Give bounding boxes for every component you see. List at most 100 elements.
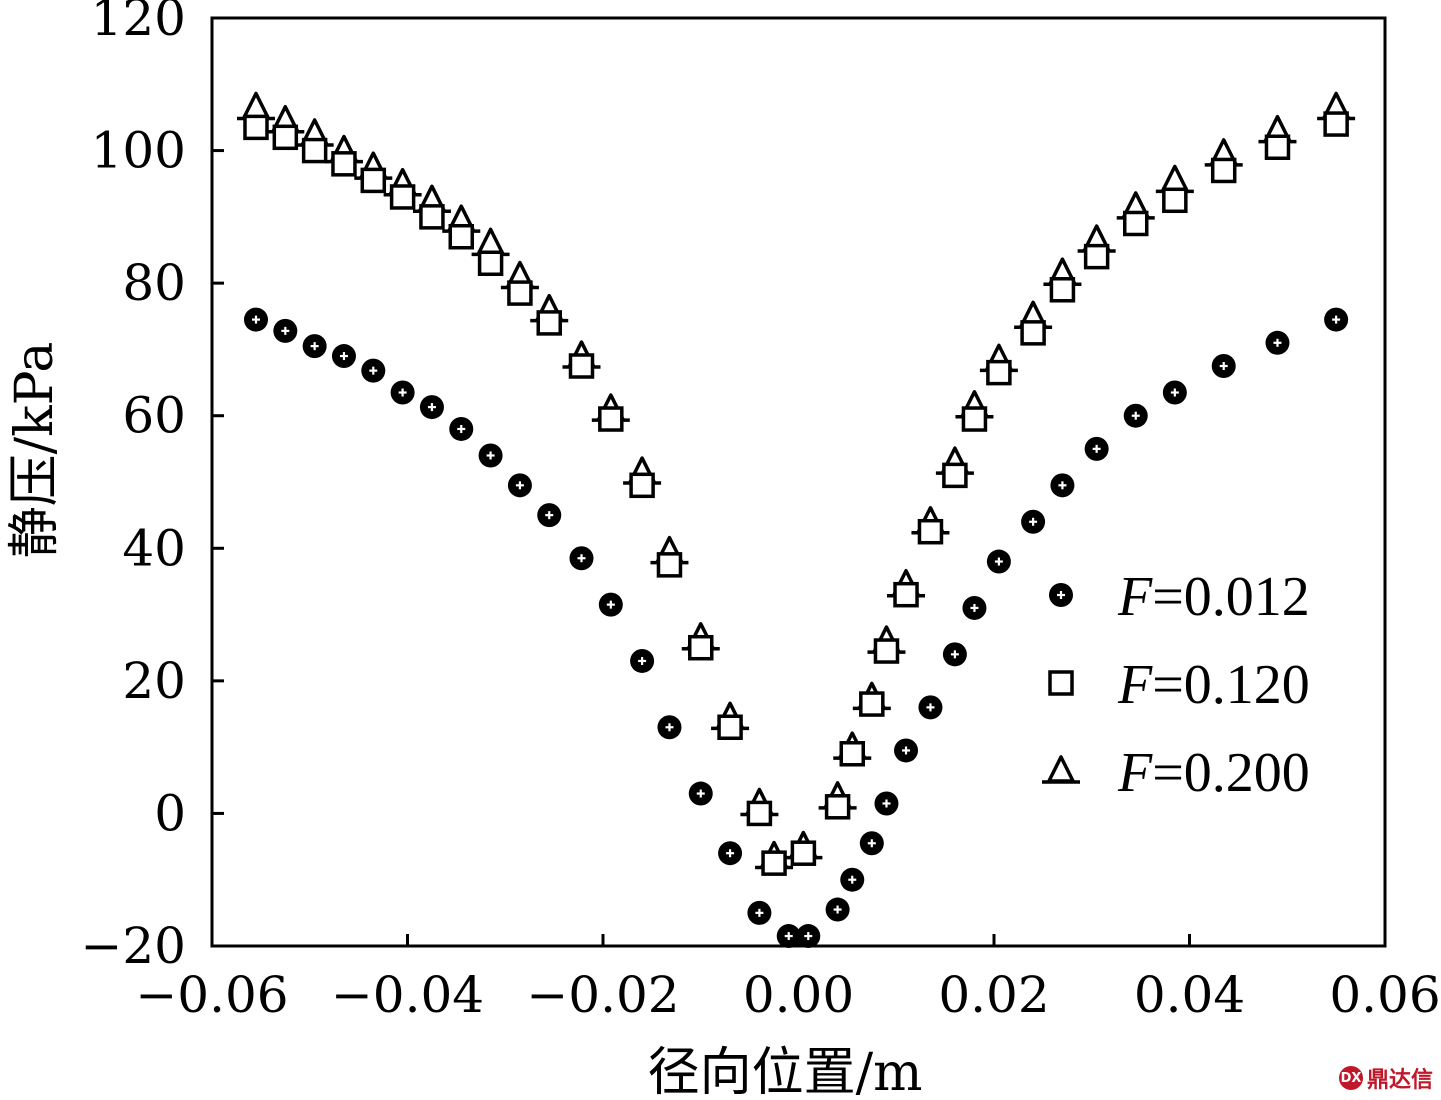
data-point-circle <box>598 592 623 617</box>
data-point-circle <box>1021 509 1046 534</box>
data-point-circle <box>776 924 801 949</box>
x-tick-label: 0.06 <box>1329 966 1440 1024</box>
data-point-circle <box>962 595 987 620</box>
legend-marker-triangle <box>1042 755 1080 784</box>
data-point-circle <box>419 395 444 420</box>
data-point-circle <box>894 738 919 763</box>
legend-label: F=0.200 <box>1117 742 1310 804</box>
y-tick-label: 20 <box>122 652 186 710</box>
data-point-circle <box>507 473 532 498</box>
plot-frame <box>210 16 1387 948</box>
data-point-square <box>839 741 866 767</box>
data-point-circle <box>688 781 713 806</box>
y-tick-label: 60 <box>122 387 186 445</box>
data-point-circle <box>390 380 415 405</box>
data-point-square <box>986 359 1012 386</box>
data-point-circle <box>718 841 743 866</box>
legend-label-value: =0.200 <box>1152 742 1310 804</box>
data-point-square <box>859 691 885 717</box>
data-point-square <box>746 800 773 827</box>
data-point-circle <box>273 318 298 343</box>
data-point-circle <box>874 791 899 816</box>
data-point-square <box>1083 243 1110 270</box>
legend-label-value: =0.120 <box>1152 654 1310 716</box>
data-point-square <box>761 850 787 876</box>
data-point-square <box>942 462 968 489</box>
series-circle <box>243 307 1349 949</box>
legend-marker-square <box>1048 670 1074 696</box>
legend-label-var: F <box>1117 654 1153 716</box>
data-point-circle <box>569 546 594 571</box>
data-point-square <box>419 204 445 230</box>
data-point-square <box>873 638 900 664</box>
data-point-circle <box>302 334 327 359</box>
data-point-circle <box>1162 380 1187 405</box>
data-point-circle <box>449 416 474 441</box>
data-point-square <box>1162 187 1188 214</box>
data-point-circle <box>1084 436 1109 461</box>
data-point-circle <box>825 897 850 922</box>
data-point-square <box>598 406 624 432</box>
data-point-square <box>717 714 743 741</box>
y-tick-label: 100 <box>91 122 186 180</box>
x-tick-label: −0.06 <box>135 966 288 1024</box>
y-tick-label: 40 <box>122 519 186 577</box>
data-point-circle <box>478 443 503 468</box>
x-tick-labels: −0.06 −0.04 −0.02 0.00 0.02 0.04 0.06 <box>135 966 1440 1024</box>
data-point-circle <box>1123 403 1148 428</box>
y-tick-label: 0 <box>154 784 186 842</box>
data-point-circle <box>331 344 356 369</box>
data-point-square <box>656 552 683 578</box>
data-point-circle <box>747 900 772 925</box>
data-point-circle <box>986 549 1011 574</box>
data-point-circle <box>1265 330 1290 355</box>
data-point-circle <box>859 831 884 856</box>
data-point-square <box>1122 210 1149 237</box>
watermark-logo-icon: DX <box>1338 1066 1363 1090</box>
data-point-circle <box>361 358 386 383</box>
data-points <box>236 91 1356 949</box>
data-point-circle <box>537 503 562 528</box>
legend-label: F=0.120 <box>1117 654 1310 716</box>
data-point-square <box>360 167 387 194</box>
data-point-square <box>688 634 714 661</box>
data-point-square <box>477 250 504 277</box>
data-point-circle <box>796 924 821 949</box>
x-tick-label: 0.04 <box>1134 966 1245 1024</box>
data-point-square <box>243 114 269 141</box>
legend-label: F=0.012 <box>1117 566 1310 628</box>
data-point-square <box>536 310 562 336</box>
axis-ticks <box>210 16 1387 948</box>
x-tick-label: −0.02 <box>526 966 679 1024</box>
data-point-circle <box>657 715 682 740</box>
data-point-square <box>272 124 299 151</box>
data-point-circle <box>1050 473 1075 498</box>
series-square <box>243 111 1349 876</box>
watermark-text: 鼎达信 <box>1366 1068 1433 1093</box>
y-axis-title: 静压/kPa <box>5 342 65 559</box>
data-point-square <box>389 184 416 210</box>
data-point-square <box>331 151 357 177</box>
data-point-square <box>1210 157 1237 184</box>
x-axis-title: 径向位置/m <box>648 1043 923 1100</box>
data-point-square <box>961 406 988 432</box>
x-tick-label: −0.04 <box>331 966 484 1024</box>
legend-marker-circle <box>1049 583 1073 607</box>
data-point-circle <box>1211 354 1236 378</box>
y-tick-label: −20 <box>80 917 186 975</box>
data-point-square <box>893 581 919 608</box>
data-point-circle <box>840 867 865 892</box>
data-point-circle <box>1324 307 1349 332</box>
data-point-circle <box>942 642 967 667</box>
y-tick-labels: −20 0 20 40 60 80 100 120 <box>80 0 186 975</box>
data-point-square <box>629 472 655 499</box>
legend-label-value: =0.012 <box>1152 566 1310 628</box>
y-tick-label: 80 <box>122 254 186 312</box>
x-tick-label: 0.02 <box>938 966 1049 1024</box>
data-point-square <box>1049 277 1076 303</box>
legend-label-var: F <box>1117 566 1153 628</box>
data-point-square <box>507 280 533 306</box>
legend-label-var: F <box>1117 742 1153 804</box>
